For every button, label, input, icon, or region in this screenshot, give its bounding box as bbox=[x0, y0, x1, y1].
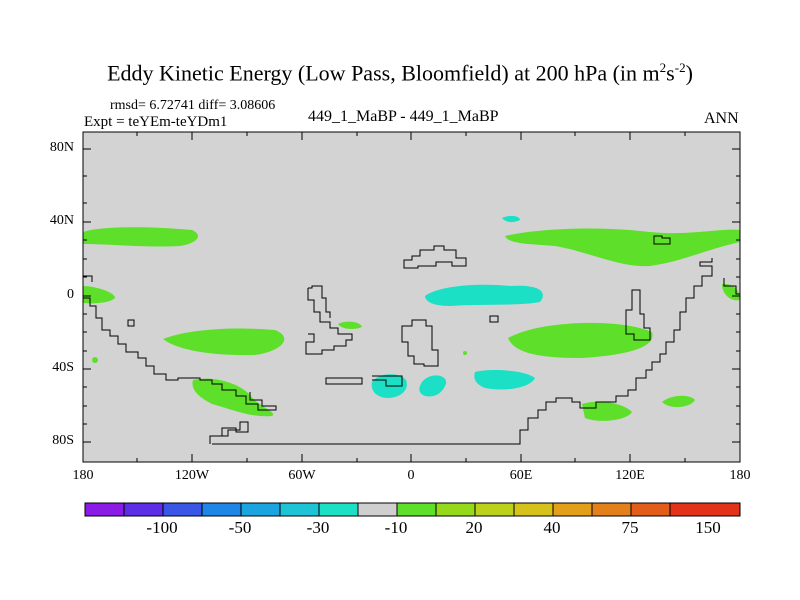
coastline-europe bbox=[403, 245, 467, 269]
lon-label-180w: 180 bbox=[72, 468, 94, 483]
green-region-dot-2 bbox=[463, 351, 467, 355]
axis-ticks bbox=[82, 132, 741, 462]
coastline-antarctica-main bbox=[212, 258, 713, 445]
coastline-australia bbox=[723, 278, 740, 295]
colorbar-label-150: 150 bbox=[695, 518, 721, 537]
colorbar-box-2 bbox=[123, 502, 164, 517]
green-region-n-atlantic-asia bbox=[505, 228, 740, 267]
green-region-tropical-pacific bbox=[163, 328, 285, 356]
coastlines bbox=[83, 235, 740, 445]
colorbar-box-16 bbox=[669, 502, 741, 517]
coastline-antarctica bbox=[209, 421, 249, 444]
lon-label-0: 0 bbox=[407, 468, 415, 483]
colorbar-label-minus50: -50 bbox=[228, 518, 252, 537]
colorbar-box-9 bbox=[396, 502, 437, 517]
colorbar-label-minus10: -10 bbox=[384, 518, 408, 537]
colorbar-label-75: 75 bbox=[621, 518, 639, 537]
coastline-africa bbox=[401, 319, 439, 367]
lat-label-80n: 80N bbox=[49, 140, 74, 155]
cyan-region-n-africa bbox=[502, 215, 520, 223]
cyan-region-arabia bbox=[425, 284, 543, 306]
green-region-s-indian bbox=[508, 322, 653, 358]
colorbar-box-10 bbox=[435, 502, 476, 517]
lon-label-60e: 60E bbox=[509, 468, 533, 483]
colorbar-box-15 bbox=[630, 502, 671, 517]
green-region-s-pacific-small bbox=[662, 395, 695, 408]
green-region-nw-pacific-eq bbox=[83, 286, 115, 304]
coastline-japan bbox=[653, 235, 671, 245]
green-region-dot bbox=[92, 357, 98, 363]
lat-label-40s: 40S bbox=[52, 360, 74, 375]
coastline-antarctic-peninsula bbox=[325, 375, 403, 387]
lon-label-60w: 60W bbox=[288, 468, 316, 483]
colorbar-box-12 bbox=[513, 502, 554, 517]
green-region-s-atlantic bbox=[338, 321, 362, 329]
coastline-island-2 bbox=[489, 315, 499, 323]
cyan-region-s-indian bbox=[474, 370, 535, 390]
coastline-central-america bbox=[308, 285, 331, 318]
lon-label-180e: 180 bbox=[729, 468, 751, 483]
coastline-americas bbox=[83, 297, 277, 411]
map-background bbox=[83, 132, 740, 462]
lon-label-120e: 120E bbox=[615, 468, 645, 483]
colorbar-box-8 bbox=[357, 502, 398, 517]
plot-title: Eddy Kinetic Energy (Low Pass, Bloomfiel… bbox=[107, 60, 693, 86]
colorbar-box-7 bbox=[318, 502, 359, 517]
lon-label-120w: 120W bbox=[174, 468, 210, 483]
colorbar-box-6 bbox=[279, 502, 320, 517]
green-region-n-pacific bbox=[83, 227, 199, 247]
colorbar-box-3 bbox=[162, 502, 203, 517]
cyan-region-s-atlantic-2 bbox=[419, 375, 447, 397]
green-region-s-ocean bbox=[582, 401, 632, 421]
colorbar-label-minus30: -30 bbox=[306, 518, 330, 537]
coastline-island-3 bbox=[83, 275, 93, 282]
lat-label-0: 0 bbox=[67, 287, 74, 302]
colorbar-box-1 bbox=[84, 502, 125, 517]
colorbar-box-5 bbox=[240, 502, 281, 517]
stats-label: rmsd= 6.72741 diff= 3.08606 bbox=[110, 98, 276, 113]
experiment-label: Expt = teYEm-teYDm1 bbox=[84, 114, 228, 130]
season-label: ANN bbox=[704, 110, 739, 127]
lat-label-80s: 80S bbox=[52, 433, 74, 448]
colorbar-box-11 bbox=[474, 502, 515, 517]
positive-regions bbox=[83, 227, 740, 421]
colorbar-box-14 bbox=[591, 502, 632, 517]
green-region-s-pacific bbox=[192, 378, 274, 417]
lat-label-40n: 40N bbox=[49, 213, 74, 228]
colorbar-box-4 bbox=[201, 502, 242, 517]
colorbar-box-13 bbox=[552, 502, 593, 517]
coastline-south-america bbox=[305, 288, 353, 355]
colorbar-label-20: 20 bbox=[465, 518, 483, 537]
coastline-island-1 bbox=[127, 319, 135, 327]
coastline-asia bbox=[625, 289, 651, 341]
colorbar-label-minus100: -100 bbox=[146, 518, 178, 537]
colorbar bbox=[84, 502, 741, 517]
colorbar-label-40: 40 bbox=[543, 518, 561, 537]
case-label: 449_1_MaBP - 449_1_MaBP bbox=[308, 108, 499, 125]
